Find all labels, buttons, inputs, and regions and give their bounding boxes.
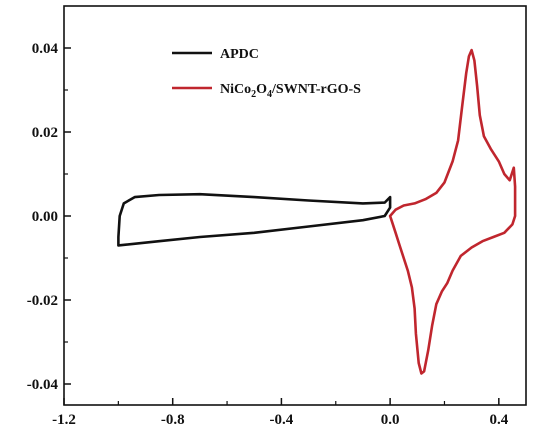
y-tick-label: 0.00 xyxy=(32,209,58,225)
x-tick-label: -0.8 xyxy=(161,412,185,428)
legend-label-nico: NiCo2O4/SWNT-rGO-S xyxy=(220,82,361,100)
y-tick-label: 0.04 xyxy=(32,41,59,57)
x-tick-label: 0.4 xyxy=(489,412,508,428)
series-line-1 xyxy=(388,48,517,375)
x-tick-label: 0.0 xyxy=(381,412,400,428)
legend-label-apdc: APDC xyxy=(220,47,259,62)
axis-ticks: -1.2 -0.8 -0.4 0.0 0.4 0.04 0.02 0.00 -0.02 -0.04 xyxy=(27,41,509,428)
legend: APDC NiCo2O4/SWNT-rGO-S xyxy=(172,47,361,100)
series-layer xyxy=(117,48,517,375)
series-line-0 xyxy=(117,192,392,247)
y-tick-label: 0.02 xyxy=(32,125,58,141)
plot-frame xyxy=(63,5,527,406)
y-tick-label: -0.04 xyxy=(27,377,59,393)
x-tick-label: -0.4 xyxy=(270,412,294,428)
y-tick-label: -0.02 xyxy=(27,293,58,309)
x-tick-label: -1.2 xyxy=(52,412,76,428)
